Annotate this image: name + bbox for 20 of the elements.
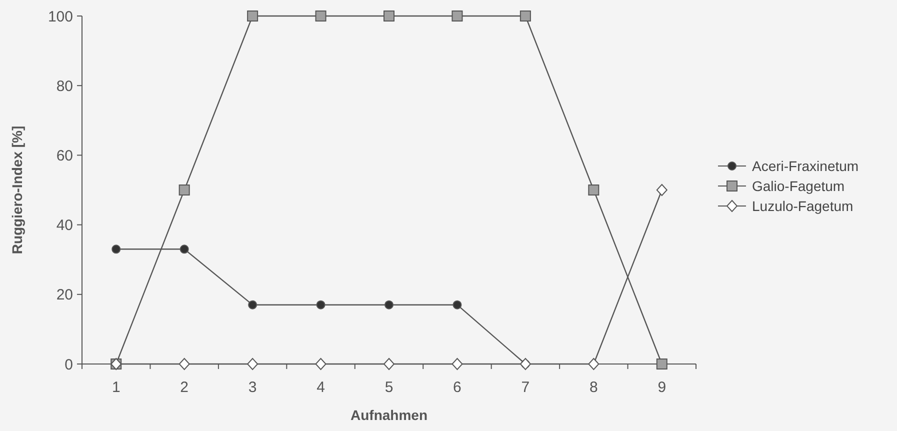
y-tick-label: 40: [56, 217, 73, 234]
x-tick-label: 5: [384, 379, 394, 396]
x-tick-label: 2: [180, 379, 189, 396]
legend-label: Aceri-Fraxinetum: [752, 158, 859, 174]
x-tick-label: 7: [521, 379, 530, 396]
x-tick-label: 6: [453, 379, 462, 396]
y-tick-label: 60: [56, 147, 73, 164]
legend-label: Galio-Fagetum: [752, 178, 845, 194]
y-axis-title: Ruggiero-Index [%]: [9, 126, 25, 254]
x-tick-label: 3: [248, 379, 257, 396]
x-axis-title: Aufnahmen: [350, 407, 428, 423]
y-tick-label: 20: [56, 286, 73, 304]
x-tick-label: 8: [589, 379, 598, 396]
y-tick-label: 0: [64, 356, 73, 374]
x-tick-label: 9: [658, 379, 666, 396]
y-tick-label: 100: [48, 8, 73, 26]
x-tick-label: 4: [316, 379, 325, 396]
y-tick-label: 80: [56, 78, 73, 95]
legend-label: Luzulo-Fagetum: [752, 198, 854, 214]
x-tick-label: 1: [112, 379, 120, 396]
